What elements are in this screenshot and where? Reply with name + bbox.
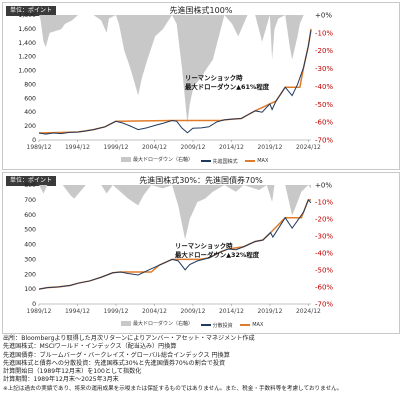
y-left-tick-label: 1,800 [18, 12, 36, 19]
x-tick-label: 2004/12 [142, 308, 167, 315]
y-right-tick-label: -40% [315, 83, 333, 91]
y-left-tick-label: 800 [24, 81, 36, 88]
x-tick-label: 1989/12 [27, 308, 52, 315]
unit-label: 単位：ポイント [6, 6, 57, 16]
y-left-tick-label: 1,200 [18, 54, 36, 61]
chart-world-equity: 0 200 400 600 800 1,000 1,200 1,400 1,600 1,800 +0… [18, 12, 333, 152]
footnote: 出所：Bloombergより取得した月次リターンによりアンバー・アセット・マネジ… [3, 335, 255, 342]
y-left-tick-label: 800 [24, 182, 36, 189]
chart-title: 先進国株式30%：先進国債券70% [139, 176, 263, 185]
chart-balanced: 0 100 200 300 400 500 600 700 800 +0% -10% -20% -30%… [24, 182, 333, 316]
y-right-tick-label: +0% [315, 182, 332, 190]
chart-title: 先進国株式100% [169, 6, 233, 15]
x-tick-label: 1994/12 [65, 308, 90, 315]
footnote: 先進国株式と債券への分散投資：先進国株式30%と先進国債券70%の割合で投資 [3, 359, 226, 367]
footnote: 計算開始日（1989年12月末）を100として指数化 [3, 368, 142, 376]
y-left-tick-label: 600 [24, 212, 36, 219]
y-right-tick-label: -50% [315, 267, 333, 275]
y-left-tick-label: 0 [32, 301, 36, 308]
x-tick-label: 2014/12 [219, 144, 244, 151]
y-right-tick-label: -10% [315, 199, 333, 207]
max-line [38, 28, 312, 134]
footnote: 先進国債券：ブルームバーグ・バークレイズ・グローバル総合インデックス 円換算 [3, 351, 230, 359]
y-left-tick-label: 100 [24, 286, 36, 293]
y-right-tick-label: -30% [315, 233, 333, 241]
y-right-tick-label: +0% [315, 12, 332, 20]
x-tick-label: 2024/12 [296, 144, 321, 151]
unit-label: 単位：ポイント [6, 176, 57, 186]
chart-panel-balanced: 単位：ポイント 先進国株式30%：先進国債券70% 0 100 200 300 400 5… [2, 172, 400, 334]
legend-drawdown: 最大ドローダウン（右軸） [121, 156, 193, 163]
legend: 最大ドローダウン（右軸） 先進国株式 MAX [121, 156, 274, 165]
y-left-tick-label: 600 [24, 95, 36, 102]
y-left-tick-label: 200 [24, 123, 36, 130]
x-tick-label: 2024/12 [296, 308, 321, 315]
y-left-tick-label: 1,000 [18, 68, 36, 75]
y-right-tick-label: -10% [315, 29, 333, 37]
footnotes: 出所：Bloombergより取得した月次リターンによりアンバー・アセット・マネジ… [3, 335, 398, 393]
x-tick-label: 2004/12 [142, 144, 167, 151]
x-tick-label: 2009/12 [180, 308, 205, 315]
legend-max: MAX [240, 322, 263, 328]
y-left-tick-label: 200 [24, 271, 36, 278]
annotation-text: 最大ドローダウン▲32%程度 [175, 250, 260, 259]
y-right-tick-label: -20% [315, 47, 333, 55]
y-left-tick-label: 500 [24, 227, 36, 234]
drawdown-area [39, 15, 311, 124]
y-left-tick-label: 1,400 [18, 40, 36, 47]
legend-max: MAX [245, 158, 268, 164]
x-tick-label: 2019/12 [257, 144, 282, 151]
chart-panel-world-equity: 単位：ポイント 先進国株式100% 0 200 400 600 800 1,000 1,20… [2, 2, 400, 170]
y-right-tick-label: -40% [315, 250, 333, 258]
x-tick-label: 1999/12 [103, 144, 128, 151]
y-left-tick-label: 400 [24, 242, 36, 249]
drawdown-area [39, 185, 311, 240]
y-left-tick-label: 700 [24, 197, 36, 204]
x-tick-label: 2014/12 [219, 308, 244, 315]
footnote: 先進国株式：MSCIワールド・インデックス（配当込み）円換算 [3, 343, 177, 351]
y-right-tick-label: -50% [315, 101, 333, 109]
legend-series: 先進国株式 [200, 158, 238, 165]
footnote: ※上記は過去の実績であり、将来の運用成果を示唆または保証するものではありません。… [3, 385, 343, 392]
x-tick-label: 2009/12 [180, 144, 205, 151]
y-right-tick-label: -70% [315, 137, 333, 145]
x-tick-label: 1994/12 [65, 144, 90, 151]
legend-series: 分散投資 [200, 322, 233, 329]
x-tick-label: 2019/12 [257, 308, 282, 315]
series-line [38, 198, 312, 290]
y-right-tick-label: -20% [315, 216, 333, 224]
y-right-tick-label: -60% [315, 119, 333, 127]
annotation-text: 最大ドローダウン▲61%程度 [185, 82, 270, 91]
legend: 最大ドローダウン（右軸） 分散投資 MAX [121, 320, 269, 329]
series-line [38, 30, 312, 135]
y-left-tick-label: 300 [24, 256, 36, 263]
y-left-tick-label: 0 [32, 137, 36, 144]
footnote: 計算期間：1989年12月末～2025年3月末 [3, 376, 119, 384]
legend-drawdown: 最大ドローダウン（右軸） [121, 320, 193, 327]
annotation-text: リーマンショック時 [175, 241, 233, 250]
x-tick-label: 1989/12 [27, 144, 52, 151]
y-left-tick-label: 1,600 [18, 26, 36, 33]
y-right-tick-label: -30% [315, 65, 333, 73]
y-right-tick-label: -60% [315, 284, 333, 292]
annotation-text: リーマンショック時 [185, 73, 243, 82]
y-right-tick-label: -70% [315, 301, 333, 309]
x-tick-label: 1999/12 [103, 308, 128, 315]
y-left-tick-label: 400 [24, 109, 36, 116]
